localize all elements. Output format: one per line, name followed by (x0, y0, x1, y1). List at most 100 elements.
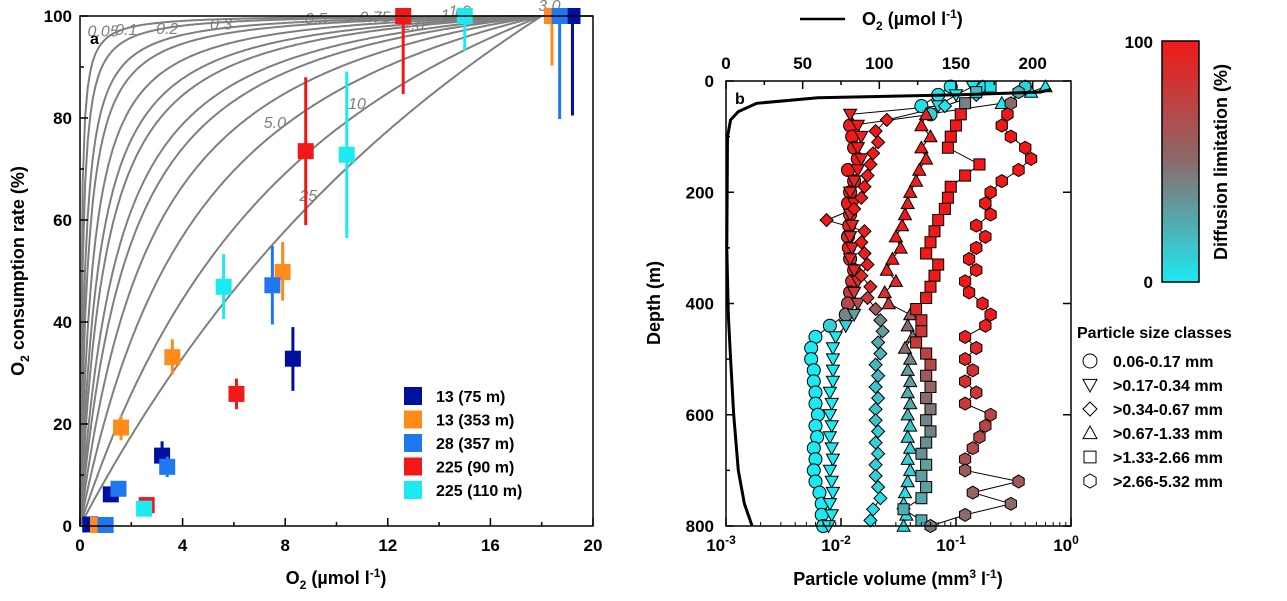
size-class-point (900, 384, 916, 399)
size-class-point (1012, 162, 1025, 178)
size-class-point (902, 184, 918, 198)
colorbar-max-label: 100 (1125, 33, 1153, 52)
half-saturation-curve (79, 15, 593, 527)
size-class-point (963, 251, 976, 267)
size-class-point (902, 396, 918, 410)
size-class-point (822, 464, 838, 478)
size-class-point (897, 206, 913, 221)
size-class-point (914, 99, 929, 114)
legend-label: 0.06-0.17 mm (1113, 354, 1214, 371)
data-point (274, 264, 291, 281)
panel-a-ticks: 0 4 8 12 16 20 0 20 40 60 80 100 (44, 7, 603, 555)
y-tick-label: 20 (53, 415, 72, 434)
size-class-point (825, 364, 841, 378)
legend-marker (1083, 450, 1097, 464)
legend-swatch (404, 387, 422, 405)
size-class-point (857, 223, 872, 239)
size-class-point (865, 146, 881, 161)
size-class-point (857, 246, 872, 261)
panel-b-markers (804, 79, 1053, 534)
size-class-point (910, 336, 923, 349)
top-x-tick-label: 200 (1018, 54, 1046, 73)
y-tick-label: 400 (686, 295, 714, 314)
size-class-point (979, 418, 992, 433)
size-class-point (825, 486, 841, 501)
size-class-point (902, 373, 918, 388)
curve-label: 0.2 (156, 21, 178, 38)
x-tick-label: 8 (280, 536, 289, 555)
size-class-point (902, 351, 918, 365)
size-class-point (923, 129, 938, 143)
size-class-point (860, 290, 875, 306)
size-class-point (870, 424, 886, 439)
size-class-point (868, 379, 883, 395)
size-class-point (924, 236, 937, 249)
size-class-point (911, 162, 927, 176)
size-class-point (1004, 496, 1017, 511)
size-class-point (959, 329, 972, 344)
half-saturation-curve (79, 15, 593, 527)
data-point (215, 278, 232, 295)
size-class-point (868, 301, 883, 317)
size-class-point (870, 368, 886, 384)
size-class-point (844, 219, 860, 234)
x-tick-label: 4 (178, 536, 188, 555)
size-class-point (822, 498, 838, 512)
y-tick-label: 100 (44, 7, 72, 26)
diffusion-limitation-colorbar (1161, 40, 1200, 283)
size-class-point (900, 451, 916, 465)
size-class-point (920, 436, 933, 449)
size-class-point (822, 386, 838, 401)
panel-b-label: b (735, 91, 745, 108)
size-class-point (825, 353, 841, 367)
size-class-point (854, 268, 869, 283)
size-class-point (846, 175, 862, 189)
size-class-point (979, 196, 992, 211)
size-class-point (950, 119, 962, 132)
size-class-point (973, 429, 986, 445)
size-class-point (873, 490, 888, 506)
y-tick-label: 0 (705, 72, 714, 91)
size-class-point (822, 318, 837, 333)
legend-label: 28 (357 m) (436, 436, 514, 453)
panel-a-legend: 13 (75 m) 13 (353 m) 28 (357 m) 225 (90 m) 2… (404, 387, 522, 500)
size-class-point (838, 320, 854, 334)
size-class-point (879, 262, 895, 276)
size-class-point (885, 251, 900, 265)
size-class-point (959, 352, 972, 367)
size-class-point (984, 407, 997, 422)
size-class-point (920, 392, 933, 405)
size-class-point (868, 413, 883, 428)
data-point (228, 385, 245, 402)
panel-a-chart: 0.050.10.20.30.50.751.01.52.03.05.01025 … (8, 0, 602, 592)
y-tick-label: 800 (686, 517, 714, 536)
size-class-point (846, 201, 862, 217)
size-class-point (850, 164, 866, 178)
size-class-point (879, 112, 895, 128)
size-class-point (1001, 107, 1014, 122)
curve-label: 0.1 (115, 22, 137, 39)
size-class-point (995, 174, 1008, 189)
size-class-point (825, 342, 841, 356)
top-x-tick-label: 50 (793, 54, 812, 73)
size-class-point (897, 340, 913, 354)
size-class-point (918, 106, 934, 121)
curve-label: 0.5 (305, 11, 327, 28)
size-class-point (959, 169, 972, 182)
x-tick-label: 20 (584, 536, 603, 555)
curve-label: 0.3 (210, 16, 232, 33)
x-tick-label: 10-2 (821, 533, 851, 555)
size-class-point (920, 369, 933, 382)
size-class-point (870, 479, 886, 495)
size-class-point (868, 435, 883, 450)
size-class-point (924, 358, 937, 371)
size-class-point (924, 380, 937, 393)
size-class-point (828, 331, 844, 345)
colorbar-min-label: 0 (1144, 273, 1153, 292)
size-class-point (857, 179, 872, 194)
size-class-point (846, 264, 862, 278)
size-class-point (902, 418, 918, 432)
size-class-point (966, 363, 979, 378)
legend-swatch (404, 457, 422, 476)
data-point (338, 146, 355, 163)
